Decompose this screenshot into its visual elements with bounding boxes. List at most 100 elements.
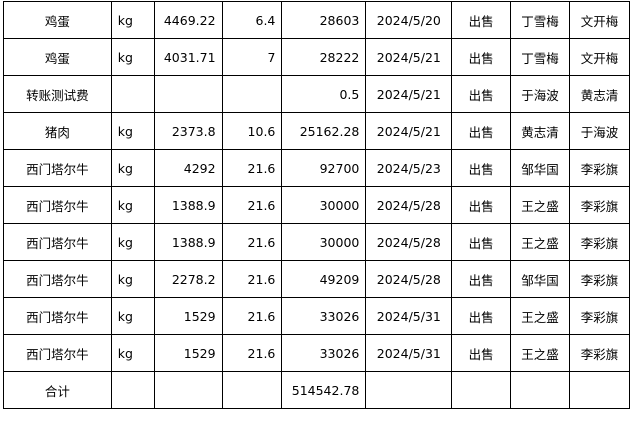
seller-cell[interactable]: 邹华国 [510, 149, 571, 187]
empty-cell[interactable] [110, 371, 155, 409]
unit-price-cell[interactable]: 21.6 [221, 223, 283, 261]
buyer-cell[interactable]: 李彩旗 [569, 260, 630, 298]
seller-cell[interactable]: 丁雪梅 [510, 1, 571, 39]
unit-price-cell[interactable]: 21.6 [221, 334, 283, 372]
unit-price-cell[interactable]: 21.6 [221, 260, 283, 298]
date-cell[interactable]: 2024/5/21 [365, 75, 453, 113]
amount-cell[interactable]: 30000 [281, 186, 367, 224]
quantity-cell[interactable]: 1529 [153, 297, 223, 335]
item-name-cell[interactable]: 西门塔尔牛 [3, 297, 112, 335]
unit-cell[interactable]: kg [110, 297, 155, 335]
date-cell[interactable]: 2024/5/31 [365, 297, 453, 335]
quantity-cell[interactable]: 1529 [153, 334, 223, 372]
unit-price-cell[interactable]: 21.6 [221, 149, 283, 187]
empty-cell[interactable] [365, 371, 453, 409]
item-name-cell[interactable]: 西门塔尔牛 [3, 186, 112, 224]
type-cell[interactable]: 出售 [451, 297, 512, 335]
quantity-cell[interactable]: 2278.2 [153, 260, 223, 298]
seller-cell[interactable]: 王之盛 [510, 297, 571, 335]
quantity-cell[interactable]: 2373.8 [153, 112, 223, 150]
amount-cell[interactable]: 33026 [281, 334, 367, 372]
amount-cell[interactable]: 33026 [281, 297, 367, 335]
amount-cell[interactable]: 0.5 [281, 75, 367, 113]
empty-cell[interactable] [451, 371, 512, 409]
quantity-cell[interactable]: 4292 [153, 149, 223, 187]
unit-cell[interactable]: kg [110, 186, 155, 224]
buyer-cell[interactable]: 文开梅 [569, 38, 630, 76]
quantity-cell[interactable]: 4031.71 [153, 38, 223, 76]
date-cell[interactable]: 2024/5/28 [365, 186, 453, 224]
seller-cell[interactable]: 于海波 [510, 75, 571, 113]
amount-cell[interactable]: 92700 [281, 149, 367, 187]
quantity-cell[interactable]: 1388.9 [153, 223, 223, 261]
quantity-cell[interactable] [153, 75, 223, 113]
date-cell[interactable]: 2024/5/21 [365, 38, 453, 76]
item-name-cell[interactable]: 鸡蛋 [3, 1, 112, 39]
unit-price-cell[interactable]: 21.6 [221, 297, 283, 335]
seller-cell[interactable]: 王之盛 [510, 223, 571, 261]
amount-cell[interactable]: 28603 [281, 1, 367, 39]
unit-cell[interactable]: kg [110, 260, 155, 298]
quantity-cell[interactable]: 4469.22 [153, 1, 223, 39]
type-cell[interactable]: 出售 [451, 186, 512, 224]
unit-price-cell[interactable]: 10.6 [221, 112, 283, 150]
item-name-cell[interactable]: 西门塔尔牛 [3, 149, 112, 187]
buyer-cell[interactable]: 黄志清 [569, 75, 630, 113]
empty-cell[interactable] [153, 371, 223, 409]
total-amount[interactable]: 514542.78 [281, 371, 367, 409]
type-cell[interactable]: 出售 [451, 1, 512, 39]
item-name-cell[interactable]: 西门塔尔牛 [3, 260, 112, 298]
empty-cell[interactable] [510, 371, 571, 409]
amount-cell[interactable]: 30000 [281, 223, 367, 261]
date-cell[interactable]: 2024/5/28 [365, 260, 453, 298]
type-cell[interactable]: 出售 [451, 334, 512, 372]
buyer-cell[interactable]: 于海波 [569, 112, 630, 150]
seller-cell[interactable]: 黄志清 [510, 112, 571, 150]
empty-cell[interactable] [569, 371, 630, 409]
table-row: 猪肉 kg 2373.8 10.6 25162.28 2024/5/21 出售 黄志清 于海波 [3, 112, 630, 150]
unit-cell[interactable]: kg [110, 334, 155, 372]
buyer-cell[interactable]: 李彩旗 [569, 186, 630, 224]
unit-cell[interactable]: kg [110, 38, 155, 76]
item-name-cell[interactable]: 猪肉 [3, 112, 112, 150]
seller-cell[interactable]: 王之盛 [510, 334, 571, 372]
empty-cell[interactable] [221, 371, 283, 409]
seller-cell[interactable]: 丁雪梅 [510, 38, 571, 76]
quantity-cell[interactable]: 1388.9 [153, 186, 223, 224]
buyer-cell[interactable]: 李彩旗 [569, 149, 630, 187]
type-cell[interactable]: 出售 [451, 75, 512, 113]
total-label[interactable]: 合计 [3, 371, 112, 409]
unit-cell[interactable]: kg [110, 1, 155, 39]
date-cell[interactable]: 2024/5/31 [365, 334, 453, 372]
unit-cell[interactable]: kg [110, 223, 155, 261]
unit-price-cell[interactable]: 21.6 [221, 186, 283, 224]
item-name-cell[interactable]: 西门塔尔牛 [3, 334, 112, 372]
amount-cell[interactable]: 25162.28 [281, 112, 367, 150]
item-name-cell[interactable]: 转账测试费 [3, 75, 112, 113]
buyer-cell[interactable]: 文开梅 [569, 1, 630, 39]
type-cell[interactable]: 出售 [451, 223, 512, 261]
unit-cell[interactable]: kg [110, 149, 155, 187]
unit-cell[interactable] [110, 75, 155, 113]
date-cell[interactable]: 2024/5/28 [365, 223, 453, 261]
date-cell[interactable]: 2024/5/20 [365, 1, 453, 39]
seller-cell[interactable]: 邹华国 [510, 260, 571, 298]
unit-price-cell[interactable] [221, 75, 283, 113]
unit-price-cell[interactable]: 7 [221, 38, 283, 76]
date-cell[interactable]: 2024/5/21 [365, 112, 453, 150]
type-cell[interactable]: 出售 [451, 38, 512, 76]
unit-cell[interactable]: kg [110, 112, 155, 150]
item-name-cell[interactable]: 西门塔尔牛 [3, 223, 112, 261]
buyer-cell[interactable]: 李彩旗 [569, 334, 630, 372]
buyer-cell[interactable]: 李彩旗 [569, 297, 630, 335]
unit-price-cell[interactable]: 6.4 [221, 1, 283, 39]
seller-cell[interactable]: 王之盛 [510, 186, 571, 224]
date-cell[interactable]: 2024/5/23 [365, 149, 453, 187]
item-name-cell[interactable]: 鸡蛋 [3, 38, 112, 76]
amount-cell[interactable]: 28222 [281, 38, 367, 76]
type-cell[interactable]: 出售 [451, 149, 512, 187]
amount-cell[interactable]: 49209 [281, 260, 367, 298]
buyer-cell[interactable]: 李彩旗 [569, 223, 630, 261]
type-cell[interactable]: 出售 [451, 112, 512, 150]
type-cell[interactable]: 出售 [451, 260, 512, 298]
